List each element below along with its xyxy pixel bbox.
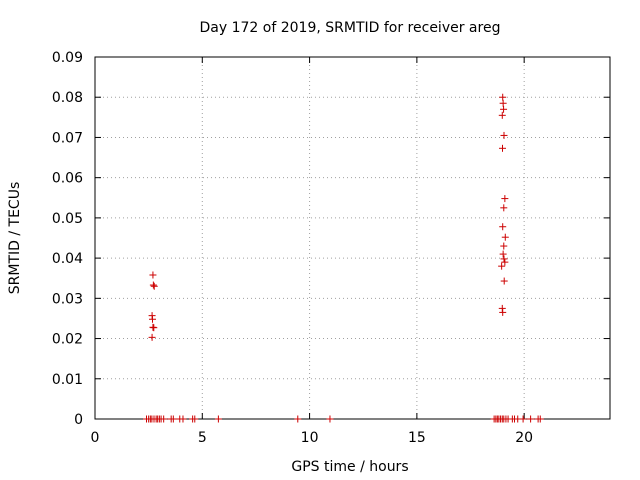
data-point [500,277,508,285]
y-tick-label: 0.02 [52,332,83,348]
data-point [499,99,507,107]
y-tick-label: 0 [74,412,83,428]
y-tick-label: 0.06 [52,171,83,187]
y-tick-label: 0.07 [52,130,83,146]
chart-title: Day 172 of 2019, SRMTID for receiver are… [200,20,501,36]
grid [95,57,610,419]
x-tick-label: 0 [91,430,100,446]
y-tick-label: 0.05 [52,211,83,227]
x-tick-label: 5 [198,430,207,446]
data-point [500,242,508,250]
data-point [499,223,507,231]
y-tick-label: 0.01 [52,372,83,388]
data-point [498,262,506,270]
data-point [519,415,527,423]
data-point [527,415,535,423]
data-point [536,415,544,423]
data-point [150,282,158,290]
data-point [191,415,199,423]
data-point [498,144,506,152]
data-points [143,93,544,423]
data-point [500,204,508,212]
y-tick-label: 0.09 [52,50,83,66]
data-point [326,415,334,423]
data-point [499,250,507,258]
data-point [501,258,509,266]
data-point [149,281,157,289]
data-point [149,271,157,279]
data-point [499,93,507,101]
data-point [501,195,509,203]
x-axis-label: GPS time / hours [291,459,408,475]
y-tick-label: 0.04 [52,251,83,267]
y-tick-label: 0.08 [52,90,83,106]
data-point [149,315,157,323]
data-point [214,415,222,423]
data-point [500,131,508,139]
data-point [501,233,509,241]
plot-frame [94,56,611,420]
y-tick-label: 0.03 [52,291,83,307]
data-point [179,415,187,423]
data-point [150,324,158,332]
x-tick-label: 20 [515,430,533,446]
data-point [160,415,168,423]
data-point [499,308,507,316]
y-axis-label: SRMTID / TECUs [7,182,23,295]
x-tick-label: 10 [301,430,319,446]
data-point [498,111,506,119]
data-point [148,333,156,341]
data-point [500,255,508,263]
data-point [294,415,302,423]
data-point [169,415,177,423]
x-tick-label: 15 [408,430,426,446]
data-point [500,105,508,113]
axis-ticks: 0 0.01 0.02 0.03 0.04 0.05 0.06 0.07 0.08 0.09 0 5 1… [52,50,610,446]
